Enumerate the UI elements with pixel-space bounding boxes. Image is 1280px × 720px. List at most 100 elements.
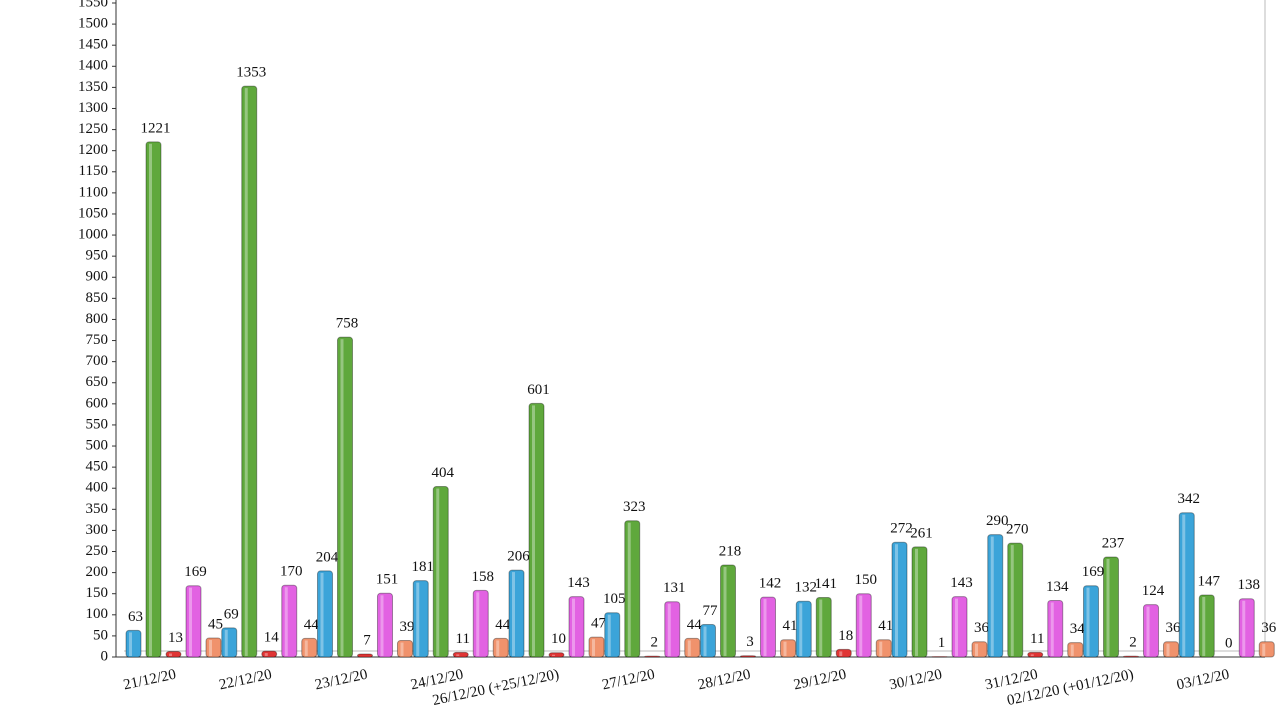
bar bbox=[891, 541, 908, 658]
bar-highlight bbox=[129, 632, 132, 656]
bar-highlight bbox=[416, 582, 420, 656]
bar bbox=[760, 596, 776, 658]
bar bbox=[492, 637, 509, 658]
value-label: 1221 bbox=[141, 120, 171, 136]
value-label: 11 bbox=[456, 631, 470, 647]
value-label: 601 bbox=[527, 382, 550, 398]
value-label: 270 bbox=[1006, 522, 1029, 538]
y-tick-label: 200 bbox=[86, 564, 109, 580]
bar bbox=[205, 637, 222, 658]
value-label: 206 bbox=[507, 549, 530, 565]
y-tick-label: 950 bbox=[86, 248, 109, 264]
bar bbox=[397, 640, 413, 658]
y-tick-label: 250 bbox=[86, 543, 109, 559]
bar bbox=[281, 584, 298, 658]
bar-highlight bbox=[284, 587, 288, 656]
y-tick-label: 1200 bbox=[78, 142, 108, 158]
bar bbox=[815, 597, 832, 658]
bar bbox=[951, 596, 968, 658]
bar-highlight bbox=[799, 603, 803, 656]
bar bbox=[1238, 598, 1255, 658]
value-label: 169 bbox=[184, 564, 207, 580]
bar bbox=[664, 601, 681, 658]
bar bbox=[377, 592, 393, 658]
value-label: 7 bbox=[363, 632, 371, 648]
y-tick-label: 700 bbox=[86, 353, 109, 369]
bar bbox=[1007, 542, 1024, 658]
bar bbox=[165, 651, 182, 658]
y-tick-label: 600 bbox=[86, 395, 109, 411]
bar-highlight bbox=[1070, 644, 1074, 656]
bar bbox=[472, 589, 489, 658]
bar-highlight bbox=[552, 654, 555, 656]
bar-highlight bbox=[304, 640, 308, 656]
bar-highlight bbox=[340, 339, 344, 656]
bar bbox=[125, 629, 142, 658]
bar bbox=[740, 655, 756, 658]
y-tick-label: 550 bbox=[86, 416, 109, 432]
value-label: 158 bbox=[472, 569, 495, 585]
bar-highlight bbox=[1262, 643, 1266, 656]
bar-highlight bbox=[532, 405, 535, 656]
bar bbox=[1103, 556, 1119, 658]
value-label: 11 bbox=[1030, 631, 1044, 647]
y-tick-label: 150 bbox=[86, 585, 109, 601]
bar-highlight bbox=[1050, 602, 1054, 656]
bar-highlight bbox=[627, 522, 631, 656]
bar-highlight bbox=[763, 599, 767, 656]
bar bbox=[317, 570, 333, 658]
bar bbox=[700, 624, 716, 658]
value-label: 272 bbox=[890, 521, 913, 537]
bar-highlight bbox=[703, 626, 707, 656]
value-label: 39 bbox=[400, 619, 415, 635]
bar bbox=[1178, 512, 1195, 658]
bar bbox=[1258, 641, 1275, 658]
bar bbox=[1123, 655, 1139, 658]
bar bbox=[604, 612, 621, 658]
bar-highlight bbox=[879, 641, 883, 656]
y-tick-label: 850 bbox=[86, 290, 109, 306]
value-label: 10 bbox=[551, 631, 566, 647]
value-label: 41 bbox=[783, 618, 798, 634]
y-tick-label: 1300 bbox=[78, 100, 108, 116]
value-label: 143 bbox=[567, 575, 590, 591]
value-label: 34 bbox=[1070, 621, 1086, 637]
bar bbox=[835, 648, 852, 658]
bar-highlight bbox=[264, 653, 268, 656]
bar-highlight bbox=[1242, 600, 1246, 656]
bar bbox=[412, 580, 429, 658]
bar-highlight bbox=[1202, 596, 1206, 656]
value-label: 342 bbox=[1178, 491, 1201, 507]
bar-highlight bbox=[189, 587, 192, 656]
bar-highlight bbox=[915, 548, 918, 656]
value-label: 13 bbox=[168, 630, 183, 646]
value-label: 237 bbox=[1102, 535, 1125, 551]
y-tick-label: 1400 bbox=[78, 58, 108, 74]
bar bbox=[971, 641, 988, 658]
bar bbox=[1027, 651, 1044, 658]
bar-highlight bbox=[687, 640, 691, 656]
bar bbox=[568, 596, 585, 658]
bar-highlight bbox=[990, 536, 994, 656]
bar bbox=[1047, 599, 1064, 658]
bar-highlight bbox=[975, 643, 978, 656]
value-label: 142 bbox=[759, 576, 782, 592]
bar bbox=[720, 564, 736, 658]
bar bbox=[508, 569, 525, 658]
value-label: 36 bbox=[1166, 620, 1182, 636]
bar bbox=[452, 651, 469, 658]
bar-highlight bbox=[1030, 654, 1034, 656]
y-tick-label: 350 bbox=[86, 501, 109, 517]
value-label: 758 bbox=[336, 316, 359, 332]
y-tick-label: 1150 bbox=[79, 163, 108, 179]
value-label: 44 bbox=[304, 617, 320, 633]
bar bbox=[855, 593, 872, 658]
value-label: 150 bbox=[855, 572, 878, 588]
value-label: 151 bbox=[376, 572, 399, 588]
y-tick-label: 1450 bbox=[78, 37, 108, 53]
value-label: 77 bbox=[703, 603, 719, 619]
bar-highlight bbox=[512, 572, 515, 656]
bar bbox=[1163, 641, 1179, 658]
bar bbox=[357, 653, 373, 658]
